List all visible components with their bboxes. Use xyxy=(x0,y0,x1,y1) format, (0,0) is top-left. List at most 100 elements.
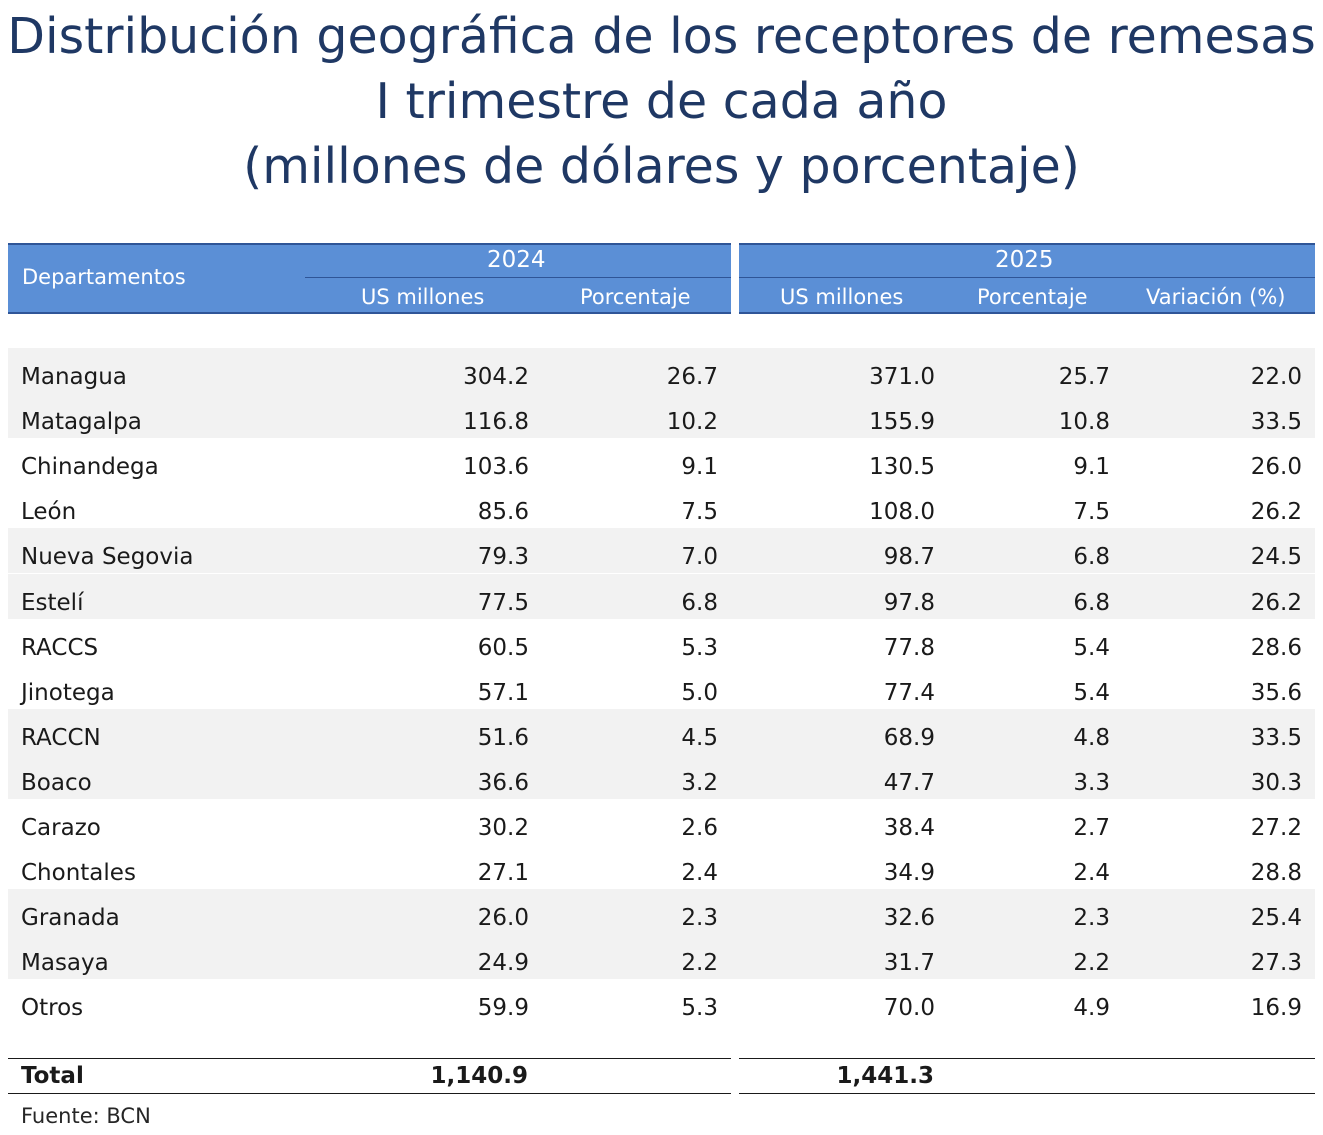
cell-2025-usd: 371.0 xyxy=(869,364,935,390)
cell-variacion: 27.3 xyxy=(1250,950,1302,977)
cell-variacion: 27.2 xyxy=(1250,815,1302,841)
cell-2025-pct: 5.4 xyxy=(1073,679,1110,706)
cell-2025-usd: 155.9 xyxy=(869,409,935,436)
header-2024-us-millones: US millones xyxy=(361,285,485,309)
cell-2024-pct: 2.2 xyxy=(681,950,718,977)
cell-2025-usd: 47.7 xyxy=(883,769,935,796)
cell-2025-usd: 31.7 xyxy=(883,950,935,977)
cell-2024-pct: 5.3 xyxy=(681,995,718,1022)
chart-title: Distribución geográfica de los receptore… xyxy=(0,4,1323,199)
cell-variacion: 26.0 xyxy=(1250,454,1302,481)
header-block-2025: 2025 US millones Porcentaje Variación (%… xyxy=(739,243,1315,314)
table-row: Otros 59.9 5.3 70.0 4.9 16.9 xyxy=(8,979,1315,1024)
total-bottom-rule-right xyxy=(739,1093,1315,1094)
table-row: León 85.6 7.5 108.0 7.5 26.2 xyxy=(8,483,1315,528)
table-row: RACCN 51.6 4.5 68.9 4.8 33.5 xyxy=(8,708,1315,754)
cell-2024-pct: 26.7 xyxy=(666,364,718,390)
table-row: Boaco 36.6 3.2 47.7 3.3 30.3 xyxy=(8,753,1315,799)
cell-2025-usd: 130.5 xyxy=(869,454,935,481)
table-row: RACCS 60.5 5.3 77.8 5.4 28.6 xyxy=(8,619,1315,664)
cell-2025-pct: 3.3 xyxy=(1073,769,1110,796)
header-block-2024: Departamentos 2024 US millones Porcentaj… xyxy=(8,243,731,314)
cell-2024-pct: 4.5 xyxy=(681,724,718,751)
row-label: Carazo xyxy=(21,815,101,841)
cell-variacion: 35.6 xyxy=(1250,679,1302,706)
row-label: Managua xyxy=(21,364,127,390)
cell-variacion: 26.2 xyxy=(1250,499,1302,526)
source-note: Fuente: BCN xyxy=(21,1104,151,1128)
cell-2024-usd: 26.0 xyxy=(477,905,529,932)
cell-2024-usd: 103.6 xyxy=(463,454,529,481)
table-row: Chontales 27.1 2.4 34.9 2.4 28.8 xyxy=(8,844,1315,889)
table-row: Chinandega 103.6 9.1 130.5 9.1 26.0 xyxy=(8,438,1315,483)
cell-2025-usd: 98.7 xyxy=(883,544,935,571)
total-bottom-rule-left xyxy=(8,1093,731,1094)
cell-2024-usd: 60.5 xyxy=(477,634,529,661)
cell-2025-usd: 97.8 xyxy=(883,589,935,616)
cell-2025-usd: 77.4 xyxy=(883,679,935,706)
cell-2024-usd: 85.6 xyxy=(477,499,529,526)
cell-2025-pct: 5.4 xyxy=(1073,634,1110,661)
table-row: Masaya 24.9 2.2 31.7 2.2 27.3 xyxy=(8,934,1315,980)
cell-2024-pct: 5.3 xyxy=(681,634,718,661)
cell-2025-usd: 68.9 xyxy=(883,724,935,751)
header-year-2024: 2024 xyxy=(487,247,546,273)
cell-2025-usd: 108.0 xyxy=(869,499,935,526)
table-row: Granada 26.0 2.3 32.6 2.3 25.4 xyxy=(8,889,1315,935)
row-label: RACCS xyxy=(21,634,99,661)
row-label: Chinandega xyxy=(21,454,159,481)
row-label: Granada xyxy=(21,905,120,932)
cell-2024-pct: 5.0 xyxy=(681,679,718,706)
cell-2024-pct: 7.0 xyxy=(681,544,718,571)
header-2025-porcentaje: Porcentaje xyxy=(977,285,1088,309)
cell-2024-pct: 2.4 xyxy=(681,860,718,887)
cell-2024-usd: 116.8 xyxy=(463,409,529,436)
cell-2025-usd: 34.9 xyxy=(883,860,935,887)
row-label: Nueva Segovia xyxy=(21,544,194,571)
cell-2025-pct: 2.4 xyxy=(1073,860,1110,887)
table-row: Estelí 77.5 6.8 97.8 6.8 26.2 xyxy=(8,573,1315,619)
cell-2025-pct: 6.8 xyxy=(1073,589,1110,616)
table-row: Matagalpa 116.8 10.2 155.9 10.8 33.5 xyxy=(8,393,1315,439)
header-bottom-rule xyxy=(8,312,731,314)
cell-2024-usd: 30.2 xyxy=(477,815,529,841)
cell-variacion: 24.5 xyxy=(1250,544,1302,571)
cell-variacion: 33.5 xyxy=(1250,409,1302,436)
cell-2024-usd: 59.9 xyxy=(477,995,529,1022)
cell-2024-pct: 7.5 xyxy=(681,499,718,526)
cell-2024-pct: 2.3 xyxy=(681,905,718,932)
header-mid-rule xyxy=(305,277,731,278)
cell-2025-pct: 2.3 xyxy=(1073,905,1110,932)
row-label: Matagalpa xyxy=(21,409,142,436)
cell-variacion: 16.9 xyxy=(1250,995,1302,1022)
row-label: RACCN xyxy=(21,724,101,751)
cell-2024-pct: 9.1 xyxy=(681,454,718,481)
cell-variacion: 30.3 xyxy=(1250,769,1302,796)
cell-2024-usd: 77.5 xyxy=(477,589,529,616)
header-variacion: Variación (%) xyxy=(1146,285,1286,309)
cell-2025-pct: 4.9 xyxy=(1073,995,1110,1022)
row-label: Jinotega xyxy=(21,679,115,706)
cell-variacion: 28.6 xyxy=(1250,634,1302,661)
row-label: Chontales xyxy=(21,860,136,887)
cell-2025-pct: 10.8 xyxy=(1058,409,1110,436)
total-2024: 1,140.9 xyxy=(430,1063,529,1089)
total-top-rule-right xyxy=(739,1058,1315,1059)
table-row: Jinotega 57.1 5.0 77.4 5.4 35.6 xyxy=(8,664,1315,709)
header-top-rule xyxy=(739,243,1315,245)
title-line-2: I trimestre de cada año xyxy=(375,73,948,130)
total-2025: 1,441.3 xyxy=(836,1063,935,1089)
cell-2024-pct: 2.6 xyxy=(681,815,718,841)
header-departamentos: Departamentos xyxy=(22,265,186,289)
cell-2025-usd: 38.4 xyxy=(883,815,935,841)
table-row: Managua 304.2 26.7 371.0 25.7 22.0 xyxy=(8,348,1315,393)
cell-variacion: 22.0 xyxy=(1250,364,1302,390)
row-label: Estelí xyxy=(21,589,84,616)
row-label: Boaco xyxy=(21,769,92,796)
total-top-rule-left xyxy=(8,1058,731,1059)
row-label: León xyxy=(21,499,77,526)
cell-2024-pct: 10.2 xyxy=(666,409,718,436)
header-mid-rule xyxy=(739,277,1315,278)
total-label: Total xyxy=(21,1063,84,1089)
cell-2024-usd: 24.9 xyxy=(477,950,529,977)
